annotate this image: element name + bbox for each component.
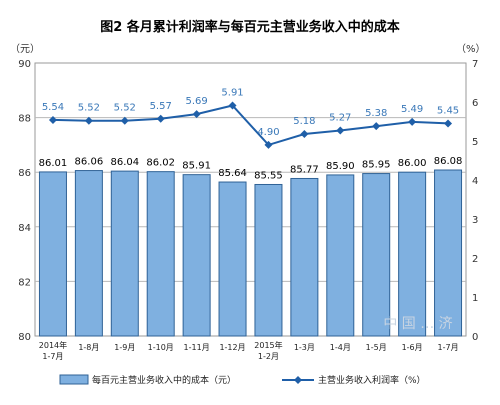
right-tick-label: 3 [472, 215, 478, 226]
bar [326, 174, 355, 337]
bar-series: 86.01 86.06 86.04 86.02 85.91 85.64 85.55 85.77… [38, 156, 463, 337]
bar-value-label: 85.64 [218, 168, 247, 179]
line-point [120, 116, 129, 125]
line-point [228, 101, 237, 110]
line-value-label: 5.54 [42, 102, 64, 113]
right-axis-ticks: 0 1 2 3 4 5 6 7 [472, 59, 478, 343]
line-value-label: 4.90 [257, 127, 279, 138]
legend: 每百元主营业务收入中的成本（元） 主营业务收入利润率（%） [59, 374, 426, 386]
legend-bar-swatch [59, 374, 89, 385]
line-series: 5.54 5.52 5.52 5.57 5.69 5.91 4.90 5.18 5.27 5.38… [42, 88, 459, 149]
bar [182, 174, 211, 337]
bar-value-label: 85.77 [290, 164, 319, 175]
right-tick-label: 1 [472, 293, 478, 304]
category-axis-labels: 2014年 1-7月 1-8月 1-9月 1-10月 1-11月 1-12月 2015年 1-2… [39, 340, 459, 361]
category-label: 1-8月 [78, 343, 99, 352]
bar-value-label: 86.06 [75, 157, 104, 168]
series-line [52, 104, 449, 147]
category-label: 2015年 [254, 340, 282, 350]
category-label: 1-12月 [219, 343, 245, 352]
bar [398, 171, 427, 337]
legend-bar-label: 每百元主营业务收入中的成本（元） [92, 374, 236, 386]
line-value-label: 5.38 [365, 108, 387, 119]
legend-line-marker [294, 376, 302, 384]
line-value-label: 5.18 [293, 116, 315, 127]
category-label: 1-7月 [42, 352, 63, 361]
line-value-label: 5.52 [114, 103, 136, 114]
line-point [264, 140, 273, 149]
bar [110, 170, 139, 337]
line-point [408, 117, 417, 126]
bar [74, 170, 103, 337]
line-point [156, 114, 165, 123]
line-point [84, 116, 93, 125]
left-tick-label: 88 [18, 114, 31, 125]
line-value-label: 5.57 [150, 101, 172, 112]
legend-line-label: 主营业务收入利润率（%） [318, 374, 426, 386]
line-value-label: 5.45 [437, 105, 459, 116]
left-axis-unit: （元） [10, 43, 40, 55]
category-label: 1-7月 [438, 343, 459, 352]
line-point [192, 110, 201, 119]
bar-value-label: 85.91 [182, 161, 211, 172]
category-label: 1-9月 [114, 343, 135, 352]
line-value-label: 5.52 [78, 103, 100, 114]
bar [290, 177, 319, 337]
bar [146, 171, 175, 337]
left-tick-label: 80 [18, 332, 31, 343]
line-value-label: 5.69 [185, 96, 207, 107]
bar-value-label: 86.08 [434, 156, 463, 167]
left-tick-label: 90 [18, 59, 31, 70]
right-tick-label: 4 [472, 176, 478, 187]
bar-value-label: 86.00 [398, 158, 427, 169]
chart-title: 图2 各月累计利润率与每百元主营业务收入中的成本 [100, 19, 400, 35]
line-point [372, 122, 381, 131]
right-tick-label: 5 [472, 137, 478, 148]
line-point [444, 119, 453, 128]
category-label: 1-2月 [258, 352, 279, 361]
bar-value-label: 85.55 [254, 170, 283, 181]
bar-value-label: 86.02 [146, 158, 175, 169]
category-label: 1-6月 [402, 343, 423, 352]
bar-value-label: 86.04 [110, 157, 139, 168]
line-point [48, 115, 57, 124]
left-tick-label: 84 [18, 223, 31, 234]
bar-value-label: 86.01 [39, 158, 68, 169]
category-label: 2014年 [39, 340, 67, 350]
line-point [300, 129, 309, 138]
bar [218, 181, 247, 337]
bar [254, 183, 283, 337]
bar [38, 171, 67, 337]
category-label: 1-3月 [294, 343, 315, 352]
right-tick-label: 0 [472, 332, 478, 343]
right-axis-unit: （%） [456, 43, 486, 55]
bar [362, 173, 391, 337]
line-value-label: 5.27 [329, 112, 351, 123]
category-label: 1-10月 [148, 343, 174, 352]
watermark: 中 国 … 济 [383, 316, 452, 332]
bar [434, 169, 463, 337]
category-label: 1-11月 [184, 343, 210, 352]
bar-value-label: 85.95 [362, 160, 391, 171]
grid-lines [35, 117, 466, 282]
line-value-label: 5.91 [221, 88, 243, 99]
bar-value-label: 85.90 [326, 161, 355, 172]
category-label: 1-4月 [330, 343, 351, 352]
left-axis-ticks: 80 82 84 86 88 90 [18, 59, 31, 343]
line-point [336, 126, 345, 135]
left-tick-label: 82 [18, 277, 31, 288]
line-value-label: 5.49 [401, 104, 423, 115]
right-tick-label: 7 [472, 59, 478, 70]
plot-area [34, 62, 467, 337]
left-tick-label: 86 [18, 168, 31, 179]
right-tick-label: 6 [472, 98, 478, 109]
category-label: 1-5月 [366, 343, 387, 352]
right-tick-label: 2 [472, 254, 478, 265]
